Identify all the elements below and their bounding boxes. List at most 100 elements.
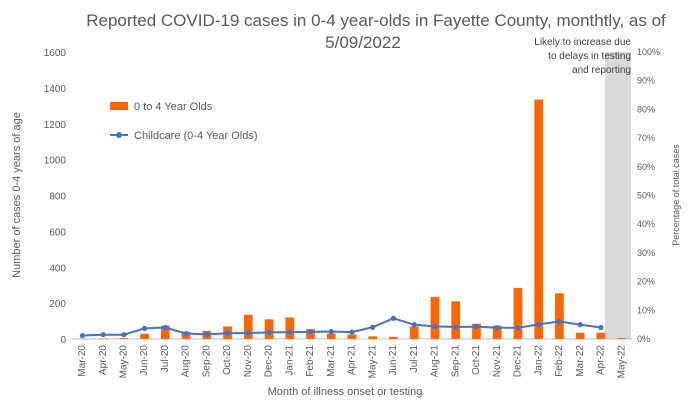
bar-Jul-20 [160, 325, 170, 339]
legend-label-line: Childcare (0-4 Year Olds) [134, 130, 258, 142]
x-tick-label: Feb-22 [554, 345, 565, 377]
bar-Oct-21 [472, 323, 481, 339]
y-tick-label: 1000 [44, 156, 67, 167]
line-point-Jan-22 [536, 321, 542, 327]
line-point-Apr-20 [100, 332, 106, 338]
y2-tick-label: 0% [637, 334, 650, 344]
x-tick-label: Aug-20 [181, 345, 192, 378]
x-tick-label: Apr-22 [596, 345, 607, 375]
bar-Mar-22 [575, 332, 585, 339]
x-tick-label: Jan-22 [533, 345, 544, 376]
y-tick-label: 600 [49, 227, 66, 238]
bar-Mar-21 [326, 333, 336, 339]
line-point-Apr-22 [598, 324, 604, 331]
x-tick-label: Jun-20 [139, 345, 150, 376]
y-tick-label: 1200 [44, 120, 67, 131]
bar-Jan-21 [285, 317, 295, 339]
x-tick-label: Dec-21 [513, 345, 524, 378]
bar-Feb-22 [555, 293, 564, 339]
annotation-note: Likely to increase due to delays in test… [534, 37, 631, 76]
x-tick-label: Aug-21 [430, 345, 441, 378]
annotation-line-2: to delays in testing [548, 51, 631, 62]
y2-tick-label: 10% [637, 305, 655, 315]
x-axis-ticks: Mar-20 Apr-20 May-20 Jun-20 Jul-20 Aug-20 Sep-… [77, 345, 627, 379]
y-tick-label: 200 [49, 299, 66, 310]
line-series [79, 315, 604, 339]
bar-Nov-21 [492, 325, 502, 339]
y-tick-label: 400 [49, 263, 66, 274]
y2-tick-label: 80% [637, 104, 655, 114]
x-tick-label: May-22 [616, 345, 627, 379]
line-point-Sep-20 [204, 331, 210, 338]
x-tick-label: Nov-21 [492, 345, 503, 378]
bar-Sep-21 [451, 301, 461, 339]
y2-tick-label: 20% [637, 277, 655, 287]
line-point-Dec-21 [515, 325, 521, 331]
line-point-Feb-21 [307, 329, 314, 335]
y-tick-label: 0 [60, 335, 66, 346]
line-point-Mar-22 [577, 322, 583, 328]
x-tick-label: Feb-21 [305, 345, 316, 377]
bar-May-20 [119, 338, 129, 339]
annotation-line-1: Likely to increase due [534, 37, 631, 48]
legend-swatch-marker [116, 132, 122, 138]
x-tick-label: Mar-20 [77, 345, 88, 377]
y2-tick-label: 70% [637, 133, 655, 143]
chart-title: Reported COVID-19 cases in 0-4 year-olds… [86, 11, 666, 52]
left-axis-ticks: 0 200 400 600 800 1000 1200 1400 1600 [44, 48, 67, 346]
line-point-Jul-21 [411, 322, 417, 328]
line-point-Aug-20 [183, 330, 189, 337]
legend-label-bars: 0 to 4 Year Olds [134, 101, 213, 113]
line-point-May-20 [121, 332, 127, 338]
x-tick-label: Dec-20 [264, 345, 275, 378]
bar-Apr-21 [347, 334, 357, 339]
line-point-Nov-20 [245, 330, 251, 336]
bar-Jul-21 [409, 326, 419, 339]
right-axis-ticks: 0% 10% 20% 30% 40% 50% 60% 70% 80% 90% 100% [637, 47, 660, 344]
y-axis-title: Number of cases 0-4 years of age [11, 112, 23, 278]
bar-Jun-21 [389, 336, 398, 339]
x-tick-label: May-21 [367, 345, 378, 379]
chart-title-line-1: Reported COVID-19 cases in 0-4 year-olds… [86, 11, 666, 30]
annotation-line-3: and reporting [572, 65, 631, 76]
y-tick-label: 800 [49, 192, 66, 203]
y2-tick-label: 30% [637, 248, 655, 258]
line-point-Apr-21 [349, 329, 355, 335]
bar-Dec-21 [513, 287, 523, 339]
line-point-Jun-21 [390, 315, 397, 321]
line-point-Mar-21 [328, 328, 334, 335]
x-tick-label: Jan-21 [284, 345, 295, 376]
x-tick-label: Sep-20 [201, 345, 212, 378]
legend: 0 to 4 Year Olds Childcare (0-4 Year Old… [110, 101, 258, 142]
y2-tick-label: 100% [637, 47, 660, 57]
line-point-Jan-21 [287, 329, 293, 335]
bar-series [78, 99, 626, 339]
line-point-May-21 [370, 324, 376, 330]
bar-Jan-22 [534, 99, 544, 339]
x-tick-label: Apr-21 [347, 345, 358, 375]
y2-tick-label: 60% [637, 162, 655, 172]
x-tick-label: Oct-20 [222, 345, 233, 375]
bar-Aug-21 [430, 296, 440, 339]
bar-Apr-22 [596, 332, 606, 339]
y2-tick-label: 40% [637, 219, 655, 229]
line-point-Oct-21 [473, 324, 480, 330]
childcare-line [82, 317, 602, 337]
y2-tick-label: 50% [637, 191, 655, 201]
y-tick-label: 1400 [44, 84, 67, 95]
line-point-Jul-20 [162, 324, 168, 331]
legend-swatch-bars [110, 102, 128, 110]
line-point-Aug-21 [432, 323, 438, 329]
line-point-Mar-20 [79, 332, 85, 339]
y-tick-label: 1600 [44, 48, 67, 59]
x-tick-label: Mar-22 [575, 345, 586, 377]
line-point-Sep-21 [453, 324, 459, 330]
bar-Apr-20 [98, 338, 108, 339]
x-tick-label: Apr-20 [98, 345, 109, 375]
bar-May-22 [617, 338, 626, 339]
pending-data-shading [605, 52, 631, 339]
line-point-Jun-20 [141, 325, 148, 331]
x-axis-title: Month of illness onset or testing [268, 386, 423, 398]
bar-May-21 [368, 336, 378, 339]
